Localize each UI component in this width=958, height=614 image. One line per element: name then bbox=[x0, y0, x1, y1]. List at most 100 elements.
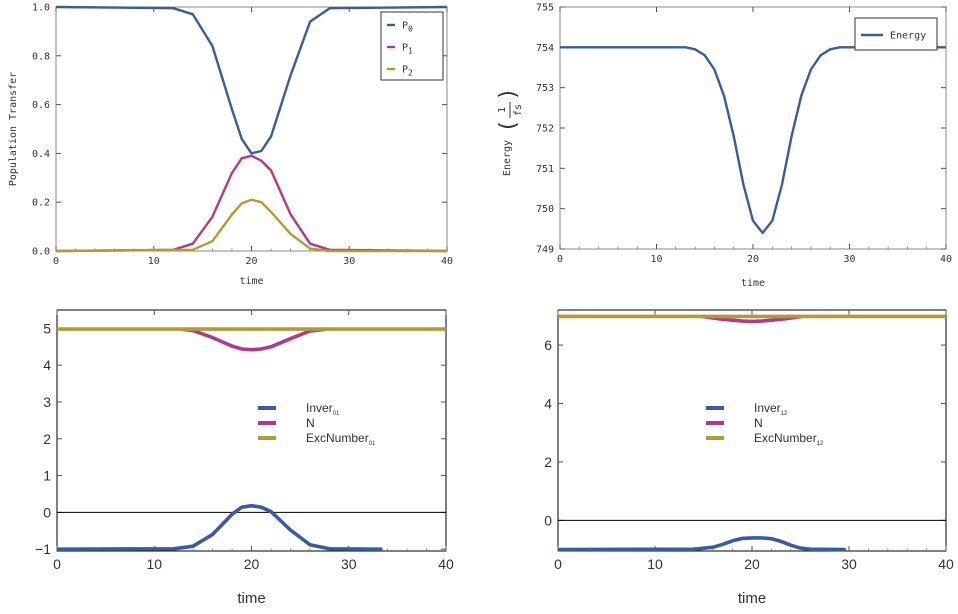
y-tick-label: 4 bbox=[43, 357, 51, 373]
legend-label-subscript: 0 bbox=[408, 25, 413, 34]
y-axis-unit: (1 fs) bbox=[496, 87, 524, 132]
x-tick-label: 10 bbox=[647, 556, 663, 572]
x-tick-label: 40 bbox=[441, 256, 453, 267]
y-tick-label: 753 bbox=[536, 83, 554, 94]
y-tick-label: 3 bbox=[43, 394, 51, 410]
legend-label: Energy bbox=[890, 31, 926, 42]
x-tick-label: 0 bbox=[557, 254, 563, 265]
x-tick-label: 10 bbox=[650, 254, 662, 265]
legend-label: P2 bbox=[402, 65, 413, 78]
series-line-p1 bbox=[56, 154, 447, 253]
y-tick-label: 0.6 bbox=[32, 100, 50, 111]
x-tick-label: 30 bbox=[343, 256, 355, 267]
series-line-energy bbox=[560, 46, 946, 235]
legend-label: ExcNumber12 bbox=[754, 431, 824, 447]
series-line-p2 bbox=[56, 198, 447, 253]
y-axis-label: Energy bbox=[502, 140, 513, 176]
series-line-inver01 bbox=[57, 503, 383, 551]
y-tick-label: 755 bbox=[536, 3, 554, 14]
y-tick-label: 1.0 bbox=[32, 3, 50, 14]
legend-label: ExcNumber01 bbox=[306, 431, 376, 447]
legend-label: Inver12 bbox=[754, 401, 788, 417]
y-tick-label: 4 bbox=[544, 395, 552, 411]
x-tick-label: 10 bbox=[148, 256, 160, 267]
x-tick-label: 30 bbox=[841, 556, 857, 572]
y-tick-label: −1 bbox=[35, 541, 51, 557]
legend-label: P1 bbox=[402, 43, 413, 56]
legend-label: N bbox=[306, 416, 315, 430]
y-axis-label: Population Transfer bbox=[8, 72, 19, 186]
x-tick-label: 20 bbox=[244, 556, 260, 572]
y-tick-label: 751 bbox=[536, 164, 554, 175]
x-tick-label: 30 bbox=[843, 254, 855, 265]
x-tick-label: 20 bbox=[747, 254, 759, 265]
y-tick-label: 0.0 bbox=[32, 247, 50, 258]
chart-panel-2: 0 10 20 30 40 749 750 751 752 753 754 755 time Energy… bbox=[496, 3, 952, 290]
legend-label-text: N bbox=[754, 416, 763, 430]
legend-label: P0 bbox=[402, 21, 413, 34]
x-axis-label: time bbox=[237, 590, 265, 607]
y-tick-label: 1 bbox=[43, 468, 51, 484]
unit-paren-right: ) bbox=[496, 87, 521, 100]
legend-label: N bbox=[754, 416, 763, 430]
x-axis-label: time bbox=[738, 590, 766, 607]
y-tick-label: 750 bbox=[536, 204, 554, 215]
plot-frame bbox=[56, 309, 447, 552]
legend-label-subscript: 12 bbox=[817, 441, 824, 447]
x-tick-label: 40 bbox=[938, 556, 954, 572]
unit-denominator: fs bbox=[513, 104, 524, 116]
legend-label-text: P bbox=[402, 43, 408, 54]
legend-label-text: P bbox=[402, 65, 408, 76]
legend-label-text: Inver bbox=[754, 401, 781, 415]
legend-label-text: ExcNumber bbox=[754, 431, 817, 445]
legend: Energy bbox=[854, 17, 938, 51]
y-tick-label: 749 bbox=[536, 245, 554, 256]
y-tick-label: 5 bbox=[43, 320, 51, 336]
y-tick-label: 0.2 bbox=[32, 198, 50, 209]
legend-label-subscript: 01 bbox=[369, 441, 376, 447]
legend-label: Inver01 bbox=[306, 401, 340, 417]
x-tick-label: 0 bbox=[53, 256, 59, 267]
x-tick-label: 0 bbox=[53, 556, 61, 572]
legend-label-text: Inver bbox=[306, 401, 333, 415]
y-tick-label: 752 bbox=[536, 124, 554, 135]
x-tick-label: 40 bbox=[438, 556, 454, 572]
legend-label-text: P bbox=[402, 21, 408, 32]
legend-label-subscript: 2 bbox=[408, 69, 413, 78]
legend-label-subscript: 01 bbox=[333, 411, 340, 417]
y-tick-label: 0 bbox=[43, 504, 51, 520]
x-tick-label: 20 bbox=[245, 256, 257, 267]
unit-paren-left: ( bbox=[496, 119, 521, 132]
chart-panel-1: 0 10 20 30 400.00.20.40.60.81.0timePopulatio… bbox=[8, 3, 453, 288]
y-tick-label: 0.8 bbox=[32, 51, 50, 62]
legend-label-text: ExcNumber bbox=[306, 431, 369, 445]
legend-label-text: Energy bbox=[890, 31, 926, 42]
y-tick-label: 0.4 bbox=[32, 149, 50, 160]
x-tick-label: 40 bbox=[940, 254, 952, 265]
x-tick-label: 30 bbox=[341, 556, 357, 572]
series-line-inver12 bbox=[558, 536, 846, 552]
legend-label-text: N bbox=[306, 416, 315, 430]
x-axis-label: time bbox=[239, 276, 263, 287]
y-tick-label: 6 bbox=[544, 337, 552, 353]
legend-box bbox=[854, 17, 938, 51]
legend-label-subscript: 12 bbox=[781, 411, 788, 417]
series-line-n bbox=[701, 314, 803, 324]
unit-numerator: 1 bbox=[497, 107, 508, 113]
x-axis-label: time bbox=[741, 278, 765, 289]
y-tick-label: 754 bbox=[536, 43, 554, 54]
x-tick-label: 20 bbox=[744, 556, 760, 572]
x-tick-label: 10 bbox=[146, 556, 162, 572]
legend-label-subscript: 1 bbox=[408, 47, 413, 56]
series-line-n bbox=[181, 327, 327, 352]
plot-frame bbox=[557, 309, 947, 552]
y-tick-label: 2 bbox=[544, 454, 552, 470]
x-tick-label: 0 bbox=[554, 556, 562, 572]
series-line-p0 bbox=[56, 5, 447, 155]
